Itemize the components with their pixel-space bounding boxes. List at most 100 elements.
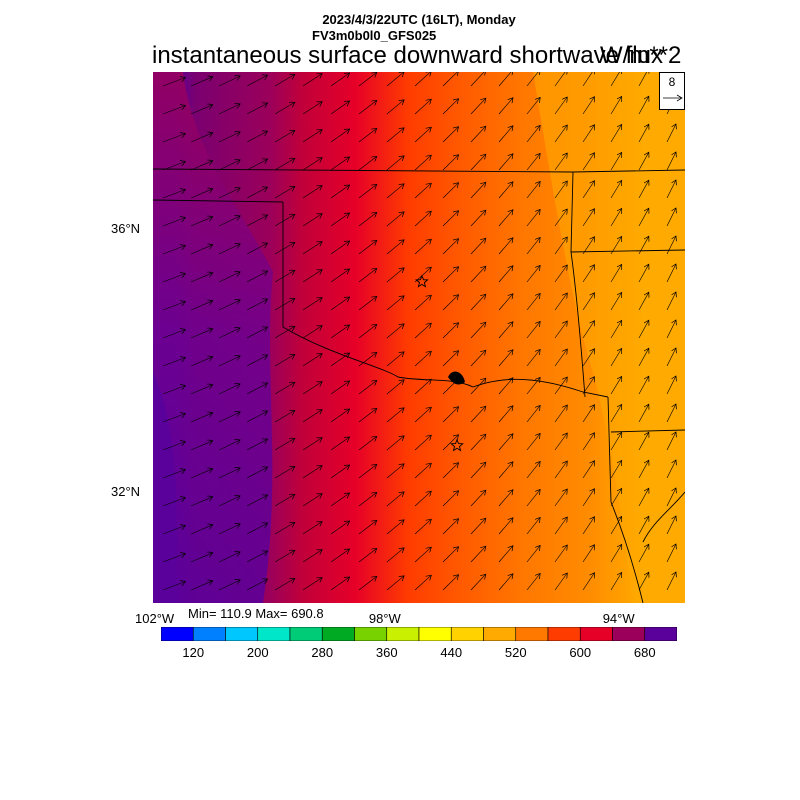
wind-arrow (302, 102, 322, 115)
wind-arrow (442, 323, 459, 339)
wind-arrow (666, 124, 676, 143)
wind-arrow (582, 349, 595, 367)
wind-arrow (358, 408, 377, 423)
wind-arrow (218, 104, 240, 115)
wind-arrow (386, 324, 404, 339)
wind-arrow (442, 183, 459, 199)
wind-arrow (218, 468, 240, 479)
wind-arrow (358, 576, 377, 591)
wind-arrow (638, 292, 649, 311)
colorbar-tick-label: 600 (569, 645, 592, 660)
wind-arrow (470, 126, 486, 143)
wind-arrow (162, 582, 185, 591)
wind-arrow (498, 574, 513, 591)
wind-arrow (526, 237, 540, 255)
wind-arrow (526, 153, 540, 171)
wind-arrow (162, 78, 185, 87)
wind-arrow (610, 572, 622, 591)
wind-arrow (358, 100, 377, 115)
wind-arrow (246, 215, 268, 227)
wind-arrow (554, 265, 567, 283)
wind-arrow (330, 213, 350, 227)
wind-arrow (162, 526, 185, 535)
wind-arrow (330, 353, 350, 367)
wind-arrow (302, 466, 322, 479)
wind-arrow (638, 544, 649, 563)
wind-arrow (554, 125, 567, 143)
wind-arrow (302, 186, 322, 199)
wind-arrow (218, 440, 240, 451)
wind-arrow (246, 411, 268, 423)
wind-arrow (274, 242, 295, 255)
wind-arrow (526, 97, 540, 115)
wind-arrow (302, 494, 322, 507)
wind-arrow (610, 516, 622, 535)
wind-arrow (246, 187, 268, 199)
wind-arrow (582, 153, 595, 171)
wind-arrow (358, 520, 377, 535)
wind-arrow (302, 298, 322, 311)
wind-arrow (414, 379, 431, 395)
wind-arrow (358, 240, 377, 255)
wind-arrow (526, 181, 540, 199)
colorbar-swatch (483, 627, 517, 641)
wind-arrow (358, 380, 377, 395)
wind-arrow (274, 410, 295, 423)
wind-arrow (302, 438, 322, 451)
wind-arrow (218, 356, 240, 367)
wind-arrow (162, 162, 185, 171)
wind-arrow (330, 437, 350, 451)
wind-arrow (666, 432, 676, 451)
colorbar-swatch (161, 627, 194, 641)
wind-arrow (638, 320, 649, 339)
wind-arrow (442, 435, 459, 451)
lat-label-36n: 36°N (111, 221, 141, 237)
wind-arrow (610, 432, 622, 451)
wind-arrow (246, 75, 268, 87)
colorbar-swatch (450, 627, 484, 641)
colorbar-tick-label: 440 (440, 645, 463, 660)
wind-arrow (274, 326, 295, 339)
wind-arrow (470, 490, 486, 507)
colorbar-swatch (515, 627, 549, 641)
wind-arrow (330, 465, 350, 479)
wind-arrow (358, 324, 377, 339)
colorbar-tick-label: 360 (375, 645, 398, 660)
wind-arrow (358, 464, 377, 479)
wind-arrow (470, 350, 486, 367)
wind-arrow (498, 72, 513, 87)
wind-arrow (358, 128, 377, 143)
wind-arrow (610, 264, 622, 283)
wind-arrow (414, 491, 431, 507)
wind-arrow (358, 184, 377, 199)
wind-arrow (414, 72, 431, 87)
wind-arrow (498, 98, 513, 115)
wind-arrow (470, 182, 486, 199)
wind-arrow (526, 433, 540, 451)
wind-arrow (638, 432, 649, 451)
wind-arrow (554, 489, 567, 507)
wind-arrow (190, 273, 213, 283)
wind-arrow (218, 580, 240, 591)
wind-arrow (498, 350, 513, 367)
wind-arrow (274, 466, 295, 479)
wind-arrow (358, 72, 377, 87)
lon-label-98w: 98°W (368, 611, 401, 626)
wind-arrow (330, 73, 350, 87)
wind-arrow (666, 488, 676, 507)
wind-arrow (274, 382, 295, 395)
wind-arrow (190, 329, 213, 339)
wind-arrow (302, 242, 322, 255)
wind-arrow (666, 264, 676, 283)
wind-arrow (470, 294, 486, 311)
wind-arrow (246, 243, 268, 255)
colorbar (161, 627, 677, 641)
min-max-stats: Min= 110.9 Max= 690.8 (188, 606, 324, 621)
wind-arrow (498, 266, 513, 283)
wind-arrow (638, 180, 649, 199)
wind-reference-value: 8 (668, 75, 676, 89)
wind-arrow (386, 436, 404, 451)
wind-arrow (610, 460, 622, 479)
wind-arrow (386, 380, 404, 395)
wind-arrow (498, 210, 513, 227)
